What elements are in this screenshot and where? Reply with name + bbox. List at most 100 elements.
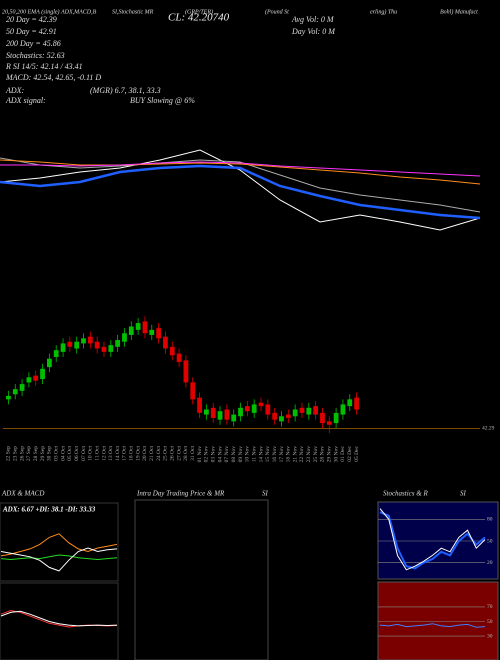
x-tick-label: 25 Nov	[313, 446, 319, 463]
x-tick-label: 26 Oct	[170, 446, 176, 461]
header: erling) Thu	[370, 8, 397, 15]
candle-body	[115, 340, 121, 347]
candle-body	[149, 329, 155, 335]
candle-body	[217, 411, 223, 420]
series-line	[0, 610, 118, 627]
y-tick-label: 80	[487, 517, 493, 523]
panel-subtitle: ADX: 6.67 +DI: 38.1 -DI: 33.33	[2, 506, 96, 514]
x-tick-label: 18 Oct	[129, 446, 135, 461]
candle-body	[244, 406, 250, 412]
header: (GRP/TER)	[185, 8, 213, 15]
candle-body	[26, 377, 32, 383]
candle-body	[53, 350, 59, 357]
candle-body	[333, 412, 339, 424]
intraday-panel	[134, 499, 269, 660]
panel-background	[377, 581, 499, 660]
series-line	[0, 159, 481, 185]
candle-body	[74, 341, 80, 349]
candle-body	[204, 409, 209, 415]
panel-title: SI	[460, 490, 467, 498]
candle-body	[292, 409, 298, 417]
x-tick-label: 05 Oct	[67, 446, 73, 461]
series-line	[0, 547, 118, 572]
x-tick-label: 23 Nov	[306, 446, 312, 463]
candle-body	[122, 333, 127, 342]
adx: ADX:	[5, 86, 25, 95]
stochastics: Stochastics: 52.63	[6, 51, 65, 60]
candle-body	[313, 406, 319, 415]
avg-volume: Avg Vol: 0 M	[291, 15, 335, 24]
x-tick-label: 01 Dec	[340, 445, 346, 461]
x-tick-label: 18 Nov	[286, 446, 292, 463]
candle-body	[60, 343, 66, 352]
x-tick-label: 13 Oct	[108, 446, 114, 461]
close-price: CL: 42.20740	[168, 12, 230, 24]
x-tick-label: 19 Oct	[135, 446, 141, 461]
x-tick-label: 11 Nov	[251, 446, 257, 462]
candle-body	[135, 323, 141, 330]
header: SI,Stochastic MR	[112, 9, 154, 15]
candle-body	[197, 397, 202, 413]
candle-body	[347, 399, 353, 407]
header: 20,50,200 EMA (single) ADX,MACD,B	[2, 8, 97, 15]
x-tick-label: 10 Oct	[88, 446, 94, 461]
adx-signal-value: BUY Slowing @ 6%	[130, 96, 195, 105]
candle-body	[46, 358, 52, 368]
series-line	[0, 157, 481, 213]
x-tick-label: 28 Sep	[33, 446, 39, 461]
x-tick-label: 21 Nov	[292, 446, 298, 463]
y-tick-label: 50	[487, 538, 493, 544]
x-tick-label: 07 Nov	[224, 446, 230, 463]
candle-body	[258, 402, 264, 407]
header: (Pound St	[265, 8, 289, 15]
x-tick-label: 17 Nov	[279, 446, 285, 463]
candle-body	[142, 321, 148, 334]
candle-body	[340, 404, 346, 415]
candle-body	[176, 353, 182, 363]
x-tick-label: 28 Nov	[320, 446, 326, 463]
x-tick-label: 24 Oct	[156, 446, 162, 461]
x-tick-label: 28 Oct	[183, 446, 189, 461]
x-tick-label: 29 Nov	[327, 446, 333, 463]
candle-body	[354, 397, 359, 410]
candle-body	[190, 382, 196, 400]
candle-body	[6, 395, 11, 400]
candle-body	[326, 421, 332, 425]
candle-body	[251, 404, 257, 413]
candle-body	[320, 412, 325, 424]
panel-title: Intra Day Trading Price & MR	[136, 490, 225, 498]
x-tick-label: 30 Sep	[47, 446, 53, 461]
candle-body	[81, 338, 86, 344]
x-tick-label: 26 Sep	[19, 446, 25, 461]
panel-title: SI	[262, 490, 269, 498]
series-line	[0, 164, 481, 220]
adx-values: (MGR) 6.7, 38.1, 33.3	[90, 86, 161, 95]
x-tick-label: 31 Oct	[190, 446, 196, 461]
candle-body	[169, 346, 175, 356]
x-tick-label: 15 Nov	[265, 446, 271, 463]
candle-body	[101, 346, 107, 352]
x-tick-label: 14 Oct	[115, 446, 121, 461]
panel-title: Stochastics & R	[383, 490, 428, 498]
x-tick-label: 11 Oct	[94, 446, 100, 461]
x-tick-label: 05 Dec	[354, 445, 360, 461]
candle-body	[128, 326, 134, 335]
candle-body	[87, 336, 93, 344]
x-tick-label: 25 Oct	[163, 446, 169, 461]
x-tick-label: 16 Nov	[272, 446, 278, 463]
candle-body	[33, 375, 39, 381]
candle-body	[279, 416, 284, 422]
x-tick-label: 01 Nov	[197, 446, 203, 463]
x-tick-label: 27 Sep	[26, 446, 32, 461]
candle-body	[265, 404, 271, 415]
candle-body	[238, 407, 243, 417]
x-tick-label: 08 Nov	[231, 446, 237, 463]
series-line	[379, 511, 486, 570]
panel-title: ADX & MACD	[1, 490, 44, 498]
x-tick-label: 27 Oct	[176, 446, 182, 461]
candle-body	[12, 389, 18, 395]
x-tick-label: 04 Nov	[217, 446, 223, 463]
candle-body	[306, 407, 312, 415]
x-tick-label: 22 Nov	[299, 446, 305, 463]
